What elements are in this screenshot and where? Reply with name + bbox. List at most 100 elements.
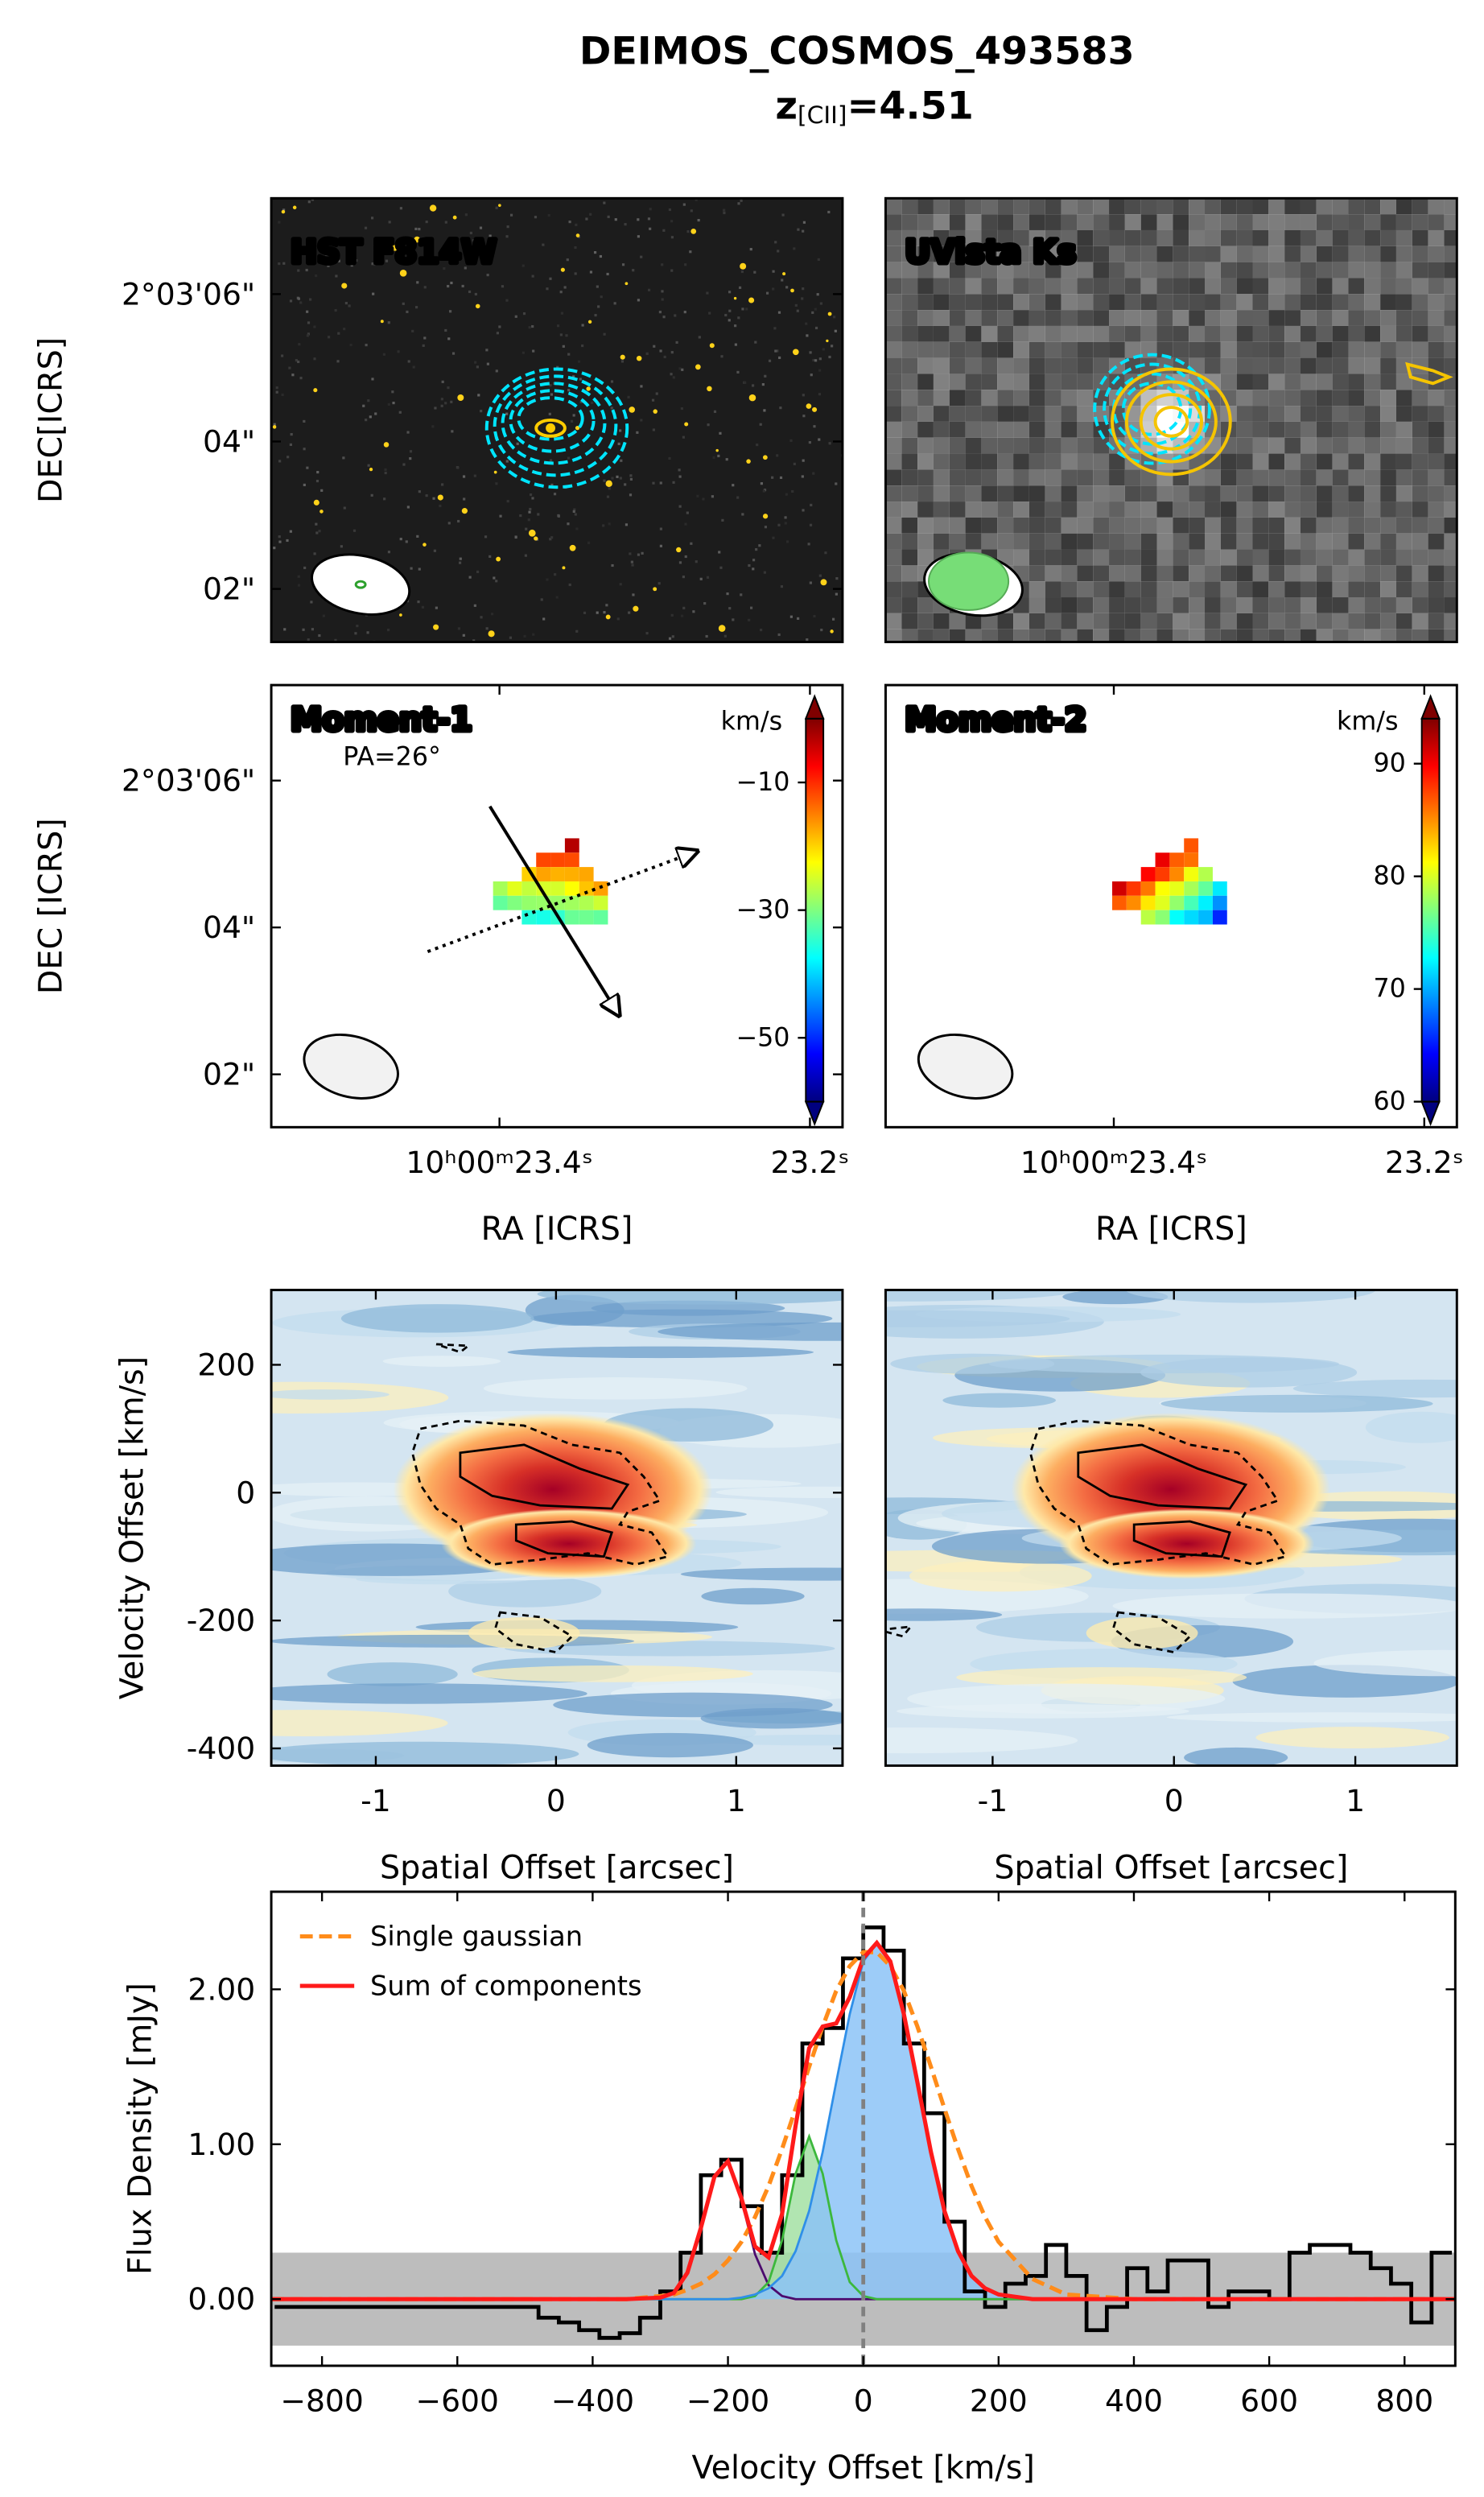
image-pixel bbox=[1252, 229, 1269, 246]
y-axis-label: DEC [ICRS] bbox=[32, 818, 69, 994]
image-noise bbox=[283, 628, 286, 631]
image-noise bbox=[728, 607, 732, 610]
image-pixel bbox=[1412, 517, 1428, 534]
image-pixel bbox=[1395, 310, 1412, 326]
image-source bbox=[496, 556, 501, 562]
image-pixel bbox=[1189, 214, 1206, 230]
image-noise bbox=[418, 227, 421, 231]
image-noise bbox=[527, 518, 530, 522]
image-noise bbox=[410, 567, 413, 570]
image-pixel bbox=[1109, 597, 1125, 613]
image-pixel bbox=[1444, 421, 1457, 438]
image-noise bbox=[448, 310, 452, 313]
image-noise bbox=[548, 412, 551, 415]
image-noise bbox=[554, 573, 557, 576]
image-pixel bbox=[885, 325, 902, 342]
image-noise bbox=[402, 302, 405, 305]
image-noise bbox=[645, 632, 649, 635]
map-pixel bbox=[1169, 852, 1185, 868]
map-pixel bbox=[1169, 895, 1185, 910]
image-pixel bbox=[1124, 214, 1141, 230]
image-noise bbox=[473, 604, 476, 607]
image-noise bbox=[405, 540, 408, 543]
image-pixel bbox=[1045, 294, 1061, 311]
image-pixel bbox=[885, 406, 902, 422]
x-axis-label: Spatial Offset [arcsec] bbox=[994, 1849, 1348, 1886]
image-noise bbox=[632, 593, 635, 596]
image-noise bbox=[289, 299, 293, 303]
image-pixel bbox=[1268, 421, 1285, 438]
image-noise bbox=[315, 531, 319, 534]
image-pixel bbox=[949, 390, 966, 407]
image-noise bbox=[307, 638, 310, 642]
image-noise bbox=[443, 266, 446, 270]
image-pixel bbox=[1364, 485, 1381, 502]
image-pixel bbox=[1156, 565, 1173, 582]
image-noise bbox=[373, 263, 376, 266]
image-noise bbox=[683, 311, 686, 314]
image-noise bbox=[337, 332, 340, 335]
image-noise bbox=[313, 325, 316, 328]
image-noise bbox=[531, 497, 534, 500]
image-noise bbox=[802, 221, 806, 224]
image-noise bbox=[640, 255, 643, 258]
image-pixel bbox=[1284, 549, 1301, 566]
image-noise bbox=[819, 302, 822, 305]
image-noise bbox=[670, 373, 673, 376]
image-pixel bbox=[965, 278, 982, 295]
series-line bbox=[271, 1939, 1456, 2301]
image-noise bbox=[678, 505, 682, 508]
image-noise bbox=[473, 474, 476, 477]
image-noise bbox=[772, 270, 775, 273]
image-pixel bbox=[1300, 597, 1317, 613]
image-pixel bbox=[1140, 246, 1157, 262]
image-pixel bbox=[997, 613, 1014, 629]
image-noise bbox=[519, 514, 522, 518]
image-noise bbox=[585, 217, 588, 221]
y-tick-label: -400 bbox=[187, 1731, 255, 1766]
image-noise bbox=[349, 343, 352, 347]
map-pixel bbox=[1112, 881, 1127, 896]
image-noise bbox=[651, 398, 655, 402]
image-pixel bbox=[1252, 501, 1269, 518]
image-pixel bbox=[1077, 597, 1094, 613]
image-noise bbox=[652, 481, 655, 485]
image-pixel bbox=[1316, 549, 1333, 566]
image-noise bbox=[495, 482, 498, 485]
image-noise bbox=[406, 310, 409, 314]
image-pixel bbox=[1444, 629, 1457, 642]
image-pixel bbox=[1380, 565, 1396, 582]
image-noise bbox=[322, 614, 325, 617]
image-noise bbox=[833, 316, 836, 319]
image-noise bbox=[286, 456, 290, 459]
image-pixel bbox=[1220, 517, 1237, 534]
legend-label: Sum of components bbox=[370, 1971, 642, 2002]
image-pixel bbox=[933, 453, 950, 470]
image-pixel bbox=[1428, 310, 1445, 326]
image-pixel bbox=[1220, 325, 1237, 342]
image-pixel bbox=[1156, 549, 1173, 566]
image-pixel bbox=[1205, 581, 1221, 598]
image-noise bbox=[462, 475, 466, 478]
image-pixel bbox=[1364, 294, 1381, 311]
image-pixel bbox=[997, 374, 1014, 390]
image-noise bbox=[748, 563, 751, 568]
image-pixel bbox=[1093, 325, 1110, 342]
image-pixel bbox=[1124, 533, 1141, 550]
pv-structure bbox=[715, 1486, 843, 1498]
image-pixel bbox=[1156, 501, 1173, 518]
image-noise bbox=[583, 611, 587, 614]
image-noise bbox=[297, 297, 300, 300]
image-pixel bbox=[981, 501, 998, 518]
image-noise bbox=[814, 307, 817, 311]
image-noise bbox=[311, 628, 314, 631]
image-pixel bbox=[1109, 341, 1125, 358]
image-noise bbox=[326, 261, 330, 264]
image-noise bbox=[814, 359, 818, 362]
image-noise bbox=[306, 310, 309, 313]
image-pixel bbox=[1236, 565, 1253, 582]
image-noise bbox=[290, 433, 293, 436]
image-pixel bbox=[1109, 310, 1125, 326]
image-noise bbox=[485, 349, 488, 352]
image-pixel bbox=[965, 629, 982, 642]
